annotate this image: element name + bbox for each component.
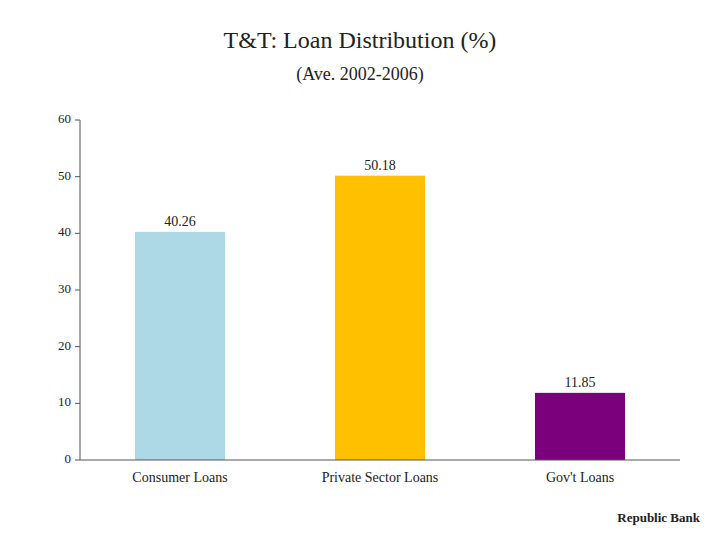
page: {"chart_data": {"type": "bar", "title": … <box>0 0 720 540</box>
chart-container: T&T: Loan Distribution (%) (Ave. 2002-200… <box>0 0 720 540</box>
bar <box>535 393 625 460</box>
data-label: 40.26 <box>164 214 196 229</box>
y-tick <box>75 290 80 291</box>
y-tick-label: 0 <box>65 451 72 466</box>
y-tick <box>75 176 80 177</box>
annotation: Republic Bank <box>617 510 700 525</box>
x-axis <box>80 460 680 461</box>
bars <box>135 176 625 460</box>
x-tick-label: Private Sector Loans <box>322 470 439 485</box>
subtitle: (Ave. 2002-2006) <box>296 64 424 85</box>
bar <box>335 176 425 460</box>
x-tick-label: Consumer Loans <box>132 470 227 485</box>
data-label: 50.18 <box>364 158 396 173</box>
data-labels: 40.26 50.18 11.85 <box>164 158 595 390</box>
bar <box>135 232 225 460</box>
y-tick-label: 20 <box>58 338 71 353</box>
data-label: 11.85 <box>565 375 596 390</box>
y-tick-label: 10 <box>58 394 71 409</box>
y-axis <box>80 120 81 460</box>
title: T&T: Loan Distribution (%) <box>224 27 497 53</box>
y-tick <box>75 403 80 404</box>
chart-svg: T&T: Loan Distribution (%) (Ave. 2002-200… <box>0 0 720 540</box>
y-tick <box>75 460 80 461</box>
y-tick-label: 40 <box>58 224 71 239</box>
y-tick <box>75 233 80 234</box>
x-tick-label: Gov't Loans <box>546 470 614 485</box>
y-tick-label: 50 <box>58 168 71 183</box>
y-tick <box>75 346 80 347</box>
y-tick-label: 60 <box>58 111 71 126</box>
y-tick <box>75 120 80 121</box>
y-tick-label: 30 <box>58 281 71 296</box>
